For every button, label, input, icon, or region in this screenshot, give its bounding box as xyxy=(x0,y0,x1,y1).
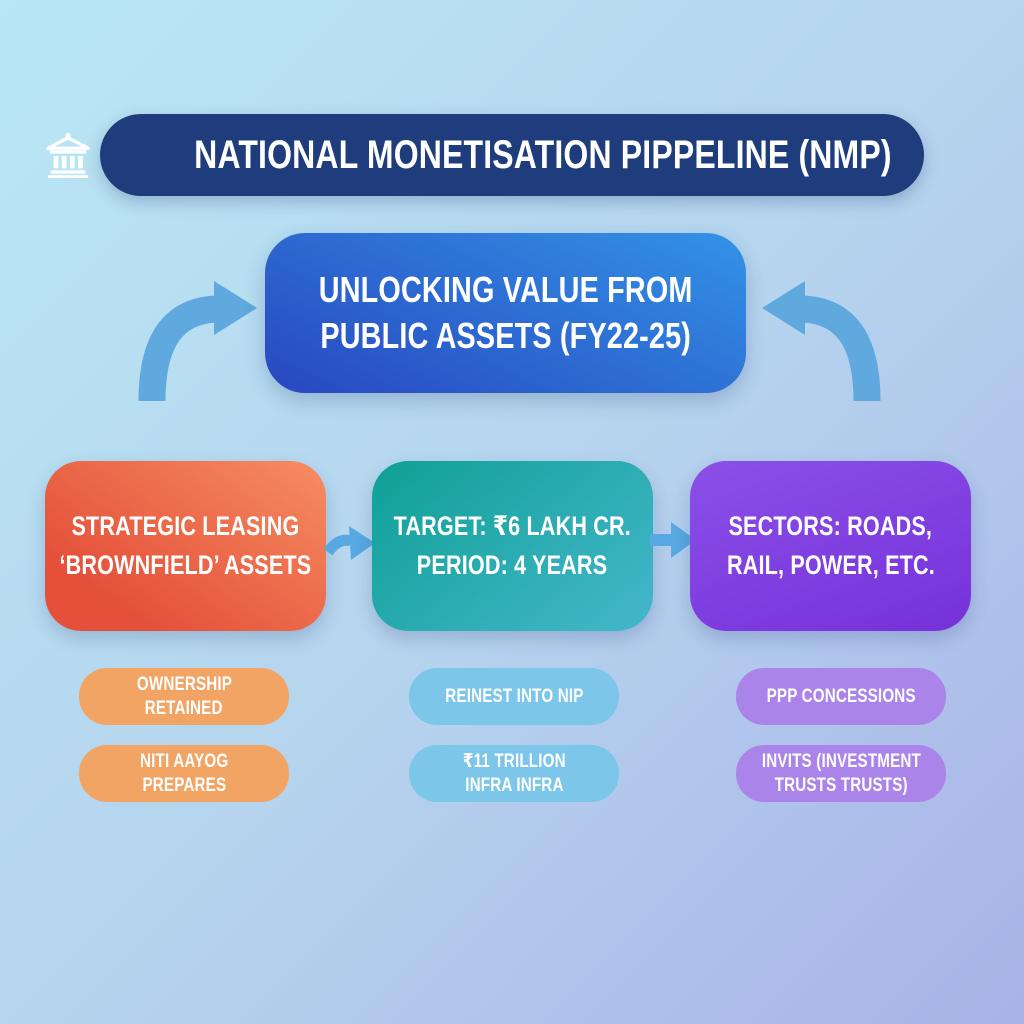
pill-invits-line-1: INVITS (INVESTMENT xyxy=(761,750,921,772)
pill-ownership-retained: OWNERSHIP RETAINED xyxy=(79,668,289,725)
pill-ownership-retained-line-2: RETAINED xyxy=(145,697,223,719)
pill-invits-trusts: INVITS (INVESTMENT TRUSTS TRUSTS) xyxy=(736,745,946,802)
card-sectors-line-1: SECTORS: ROADS, xyxy=(728,510,933,541)
card-strategic-leasing: STRATEGIC LEASING ‘BROWNFIELD’ ASSETS xyxy=(45,461,326,631)
card-sectors-line-2: RAIL, POWER, ETC. xyxy=(726,550,935,580)
hero-line-2: PUBLIC ASSETS (FY22-25) xyxy=(320,315,691,356)
pill-niti-aayog-prepares: NITI AAYOG PREPARES xyxy=(79,745,289,802)
pill-11-trillion-line-2: INFRA INFRA xyxy=(464,774,564,796)
pill-11-trillion-line-1: ₹11 TRILLION xyxy=(462,750,566,772)
bank-building-icon xyxy=(46,132,90,178)
pill-ownership-retained-line-1: OWNERSHIP xyxy=(136,673,232,695)
pill-reinvest-line-1: REINEST INTO NIP xyxy=(444,685,584,707)
pill-invits-line-2: TRUSTS TRUSTS) xyxy=(774,774,908,796)
card-strategic-leasing-line-2: ‘BROWNFIELD’ ASSETS xyxy=(59,550,312,580)
curved-arrow-right-icon xyxy=(762,281,881,402)
curved-arrow-left-icon xyxy=(138,281,257,402)
card-target-line-2: PERIOD: 4 YEARS xyxy=(417,550,608,580)
pill-reinvest-into-nip: REINEST INTO NIP xyxy=(409,668,619,725)
pill-niti-aayog-line-1: NITI AAYOG xyxy=(139,750,229,772)
pill-ppp-concessions: PPP CONCESSIONS xyxy=(736,668,946,725)
page-title: NATIONAL MONETISATION PIPPELINE (NMP) xyxy=(194,132,892,177)
card-strategic-leasing-line-1: STRATEGIC LEASING xyxy=(71,510,300,541)
hero-box: UNLOCKING VALUE FROM PUBLIC ASSETS (FY22… xyxy=(265,233,746,393)
card-target-line-1: TARGET: ₹6 LAKH CR. xyxy=(393,510,632,541)
connector-arrow-icon-2 xyxy=(650,522,696,558)
title-banner: NATIONAL MONETISATION PIPPELINE (NMP) xyxy=(46,114,924,196)
pill-ppp-line-1: PPP CONCESSIONS xyxy=(766,685,916,707)
card-sectors: SECTORS: ROADS, RAIL, POWER, ETC. xyxy=(690,461,971,631)
pill-11-trillion-infra: ₹11 TRILLION INFRA INFRA xyxy=(409,745,619,802)
pill-niti-aayog-line-2: PREPARES xyxy=(142,774,226,796)
card-target-period: TARGET: ₹6 LAKH CR. PERIOD: 4 YEARS xyxy=(372,461,653,631)
connector-arrow-icon-1 xyxy=(324,526,375,560)
hero-line-1: UNLOCKING VALUE FROM xyxy=(318,269,693,311)
